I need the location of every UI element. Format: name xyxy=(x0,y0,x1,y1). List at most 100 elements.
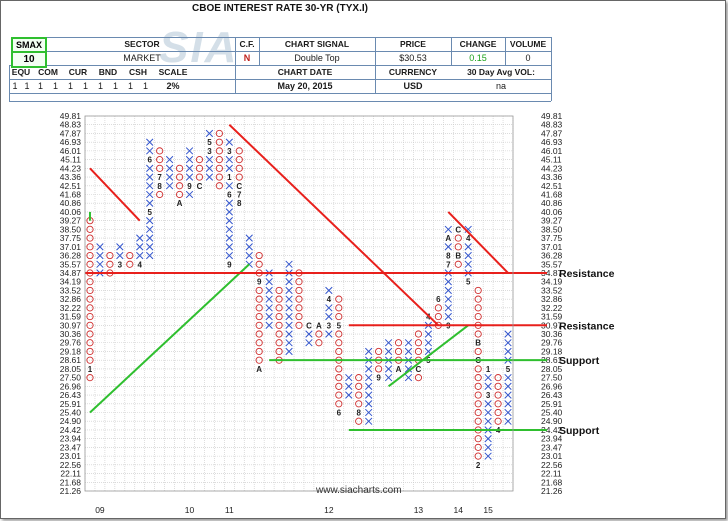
y-tick-label-left: 40.86 xyxy=(60,198,82,208)
x-box xyxy=(116,251,124,260)
o-box xyxy=(335,347,343,356)
y-tick-label-right: 42.51 xyxy=(541,181,563,191)
x-box xyxy=(116,243,124,251)
x-box xyxy=(305,330,313,338)
o-box xyxy=(255,295,263,303)
y-tick-label-left: 30.97 xyxy=(60,320,82,330)
pf-column: 78 xyxy=(156,147,164,199)
o-box xyxy=(86,243,94,251)
o-box xyxy=(355,374,363,382)
pf-column: 9A xyxy=(255,251,263,374)
o-box xyxy=(86,260,94,268)
o-box xyxy=(474,286,482,295)
pf-column: A xyxy=(315,321,323,347)
y-tick-label-left: 25.40 xyxy=(60,408,82,418)
y-tick-label-left: 25.91 xyxy=(60,399,82,409)
y-tick-label-left: 42.51 xyxy=(60,181,82,191)
level-label: Resistance xyxy=(559,320,615,332)
trend-line xyxy=(387,324,469,388)
o-box xyxy=(255,260,263,268)
o-box xyxy=(86,304,94,312)
rs-label-csh: CSH xyxy=(129,67,147,77)
rs-label-cur: CUR xyxy=(68,67,88,77)
x-tick-label: 10 xyxy=(185,505,195,515)
o-box xyxy=(474,417,482,425)
x-box xyxy=(146,251,154,260)
rs-value: 1 xyxy=(112,81,118,91)
x-box xyxy=(464,225,472,234)
x-box xyxy=(245,243,253,251)
x-tick-label: 14 xyxy=(454,505,464,515)
x-box xyxy=(484,435,492,443)
o-box xyxy=(335,400,343,408)
x-box xyxy=(504,382,512,391)
y-tick-label-left: 26.96 xyxy=(60,381,82,391)
month-marker: 5 xyxy=(466,278,471,287)
pf-column xyxy=(126,251,134,268)
x-box xyxy=(504,373,512,382)
x-box xyxy=(464,251,472,260)
y-tick-label-right: 32.22 xyxy=(541,303,563,313)
o-box xyxy=(375,365,383,373)
x-box xyxy=(484,373,492,382)
o-box xyxy=(474,374,482,382)
x-box xyxy=(146,138,154,146)
o-box xyxy=(106,251,114,260)
y-tick-label-right: 30.97 xyxy=(541,320,563,330)
pf-column: 8 xyxy=(355,374,363,425)
x-box xyxy=(365,373,373,382)
o-box xyxy=(106,260,114,268)
x-box xyxy=(185,173,194,181)
x-box xyxy=(444,312,452,321)
month-marker: C xyxy=(236,182,242,191)
y-tick-label-right: 45.11 xyxy=(541,155,562,165)
o-box xyxy=(414,339,423,347)
x-box xyxy=(464,243,472,251)
month-marker: 5 xyxy=(207,138,212,147)
trend-line xyxy=(89,263,250,414)
month-marker: A xyxy=(396,365,402,374)
x-box xyxy=(384,347,393,356)
o-box xyxy=(255,304,263,312)
rs-value: 1 xyxy=(82,81,88,91)
y-tick-label-right: 35.57 xyxy=(541,259,563,269)
o-box xyxy=(335,365,343,373)
month-marker: 4 xyxy=(138,260,143,269)
month-marker: 6 xyxy=(147,156,152,165)
o-box xyxy=(315,339,323,347)
y-tick-label-left: 37.01 xyxy=(60,242,82,252)
x-box xyxy=(404,347,413,356)
y-tick-label-left: 21.26 xyxy=(60,486,82,496)
x-box xyxy=(384,365,393,373)
y-tick-label-right: 21.26 xyxy=(541,486,563,496)
y-tick-label-left: 29.18 xyxy=(60,346,82,356)
y-tick-label-right: 39.27 xyxy=(541,216,563,226)
o-box xyxy=(474,347,482,356)
o-box xyxy=(295,278,303,286)
scale-value: 2% xyxy=(166,81,180,91)
o-box xyxy=(86,312,94,321)
pf-column: 45 xyxy=(464,225,472,287)
month-marker: 3 xyxy=(327,321,332,330)
x-box xyxy=(404,373,413,382)
x-box xyxy=(504,330,512,338)
x-box xyxy=(205,155,214,164)
o-box xyxy=(175,164,184,172)
y-tick-label-left: 23.47 xyxy=(60,442,82,452)
x-box xyxy=(484,452,492,460)
x-box xyxy=(504,408,512,417)
x-box xyxy=(484,400,492,408)
y-tick-label-right: 27.50 xyxy=(541,373,563,383)
y-tick-label-right: 46.01 xyxy=(541,146,563,156)
o-box xyxy=(494,391,502,399)
pf-column: 3 1 6 9 xyxy=(225,138,233,269)
y-tick-label-left: 31.59 xyxy=(60,312,82,322)
o-box xyxy=(86,330,94,338)
month-marker: 4 xyxy=(466,234,471,243)
o-box xyxy=(275,339,283,347)
o-box xyxy=(86,225,94,233)
x-box xyxy=(285,286,293,295)
month-marker: 8 xyxy=(356,409,361,418)
rs-label-bnd: BND xyxy=(98,67,118,77)
